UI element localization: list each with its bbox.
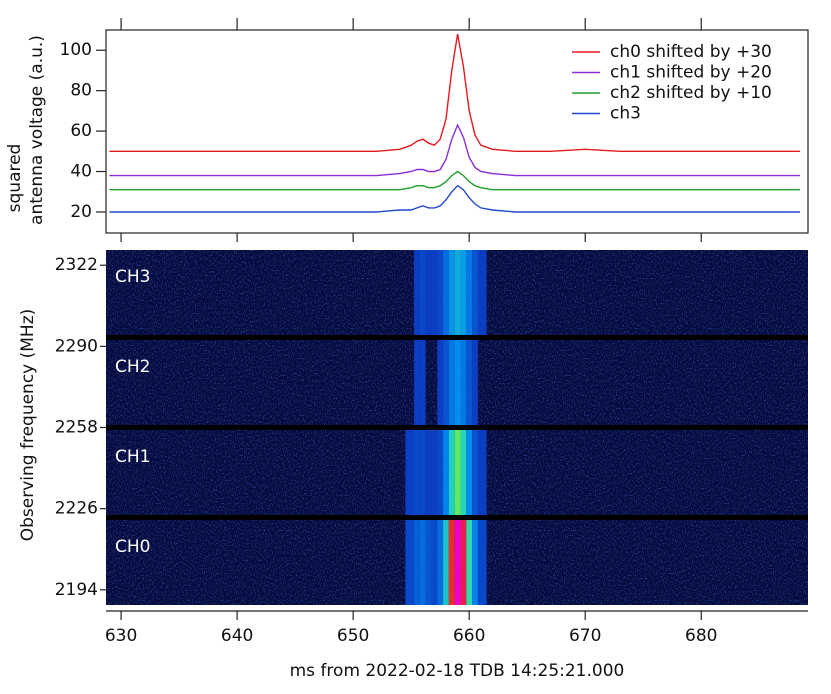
heatmap-cell bbox=[466, 520, 473, 605]
channel-gap bbox=[106, 335, 808, 340]
heatmap-cell bbox=[460, 340, 467, 425]
heatmap-cell bbox=[419, 250, 426, 335]
heatmap-cell bbox=[443, 430, 449, 515]
x-tick-label: 630 bbox=[105, 626, 137, 646]
heatmap-cell bbox=[477, 250, 487, 335]
heatmap-cell bbox=[454, 340, 461, 425]
heatmap-cell bbox=[466, 430, 473, 515]
heatmap-cell bbox=[414, 430, 420, 515]
heatmap-cell bbox=[448, 520, 455, 605]
y-tick-label: 100 bbox=[60, 40, 92, 60]
x-tick-label: 680 bbox=[685, 626, 717, 646]
channel-label: CH0 bbox=[115, 537, 150, 557]
heatmap-cell bbox=[425, 520, 432, 605]
heatmap-cell bbox=[472, 430, 478, 515]
heatmap-cell bbox=[460, 250, 467, 335]
y-tick-label: 2226 bbox=[55, 499, 98, 519]
heatmap-cell bbox=[448, 430, 455, 515]
channel-label: CH2 bbox=[115, 357, 150, 377]
x-tick-label: 660 bbox=[453, 626, 485, 646]
heatmap-cell bbox=[431, 430, 438, 515]
legend-label: ch0 shifted by +30 bbox=[610, 42, 772, 62]
heatmap-cell bbox=[431, 250, 438, 335]
y-tick-label: 2194 bbox=[55, 580, 98, 600]
channel-gap bbox=[106, 425, 808, 430]
series-line bbox=[109, 170, 800, 191]
heatmap-cell bbox=[454, 250, 461, 335]
y-tick-label: 2322 bbox=[55, 255, 98, 275]
heatmap-cell bbox=[437, 430, 444, 515]
y-tick-label: 60 bbox=[70, 121, 92, 141]
heatmap-cell bbox=[448, 340, 455, 425]
legend-label: ch1 shifted by +20 bbox=[610, 63, 772, 83]
heatmap-cell bbox=[431, 520, 438, 605]
heatmap-cell bbox=[443, 250, 449, 335]
x-tick-label: 640 bbox=[221, 626, 253, 646]
heatmap-cell bbox=[437, 340, 444, 425]
x-tick-label: 650 bbox=[337, 626, 369, 646]
heatmap-cell bbox=[472, 250, 478, 335]
y-label: Observing frequency (MHz) bbox=[18, 309, 38, 542]
heatmap-cell bbox=[472, 520, 478, 605]
heatmap-cell bbox=[419, 430, 426, 515]
heatmap-cell bbox=[477, 520, 487, 605]
x-label: ms from 2022-02-18 TDB 14:25:21.000 bbox=[290, 661, 625, 681]
heatmap-cell bbox=[414, 250, 420, 335]
heatmap-cell bbox=[466, 250, 473, 335]
series-line bbox=[109, 33, 800, 152]
y-label: antenna voltage (a.u.) bbox=[27, 35, 47, 225]
legend-label: ch3 bbox=[610, 104, 641, 124]
heatmap-cell bbox=[419, 340, 426, 425]
heatmap-cell bbox=[443, 340, 449, 425]
channel-label: CH1 bbox=[115, 447, 150, 467]
heatmap-cell bbox=[443, 520, 449, 605]
series-line bbox=[109, 123, 800, 177]
y-label: squared bbox=[5, 144, 25, 213]
heatmap-cell bbox=[466, 340, 473, 425]
heatmap-cell bbox=[460, 520, 467, 605]
x-tick-label: 670 bbox=[569, 626, 601, 646]
channel-gap bbox=[106, 515, 808, 520]
heatmap-cell bbox=[454, 430, 461, 515]
heatmap-cell bbox=[454, 520, 461, 605]
heatmap-cell bbox=[414, 340, 420, 425]
heatmap-cell bbox=[425, 430, 432, 515]
heatmap-cell bbox=[437, 520, 444, 605]
y-tick-label: 80 bbox=[70, 81, 92, 101]
heatmap-cell bbox=[448, 250, 455, 335]
legend-label: ch2 shifted by +10 bbox=[610, 83, 772, 103]
heatmap-cell bbox=[419, 520, 426, 605]
heatmap-cell bbox=[477, 430, 487, 515]
heatmap-cell bbox=[425, 250, 432, 335]
heatmap-cell bbox=[437, 250, 444, 335]
heatmap-cell bbox=[460, 430, 467, 515]
series-line bbox=[109, 184, 800, 213]
heatmap-cell bbox=[472, 340, 478, 425]
heatmap-cell bbox=[414, 520, 420, 605]
y-tick-label: 40 bbox=[70, 162, 92, 182]
channel-label: CH3 bbox=[115, 267, 150, 287]
y-tick-label: 2290 bbox=[55, 336, 98, 356]
y-tick-label: 2258 bbox=[55, 418, 98, 438]
heatmap-cell bbox=[405, 430, 415, 515]
heatmap-cell bbox=[405, 520, 415, 605]
y-tick-label: 20 bbox=[70, 202, 92, 222]
